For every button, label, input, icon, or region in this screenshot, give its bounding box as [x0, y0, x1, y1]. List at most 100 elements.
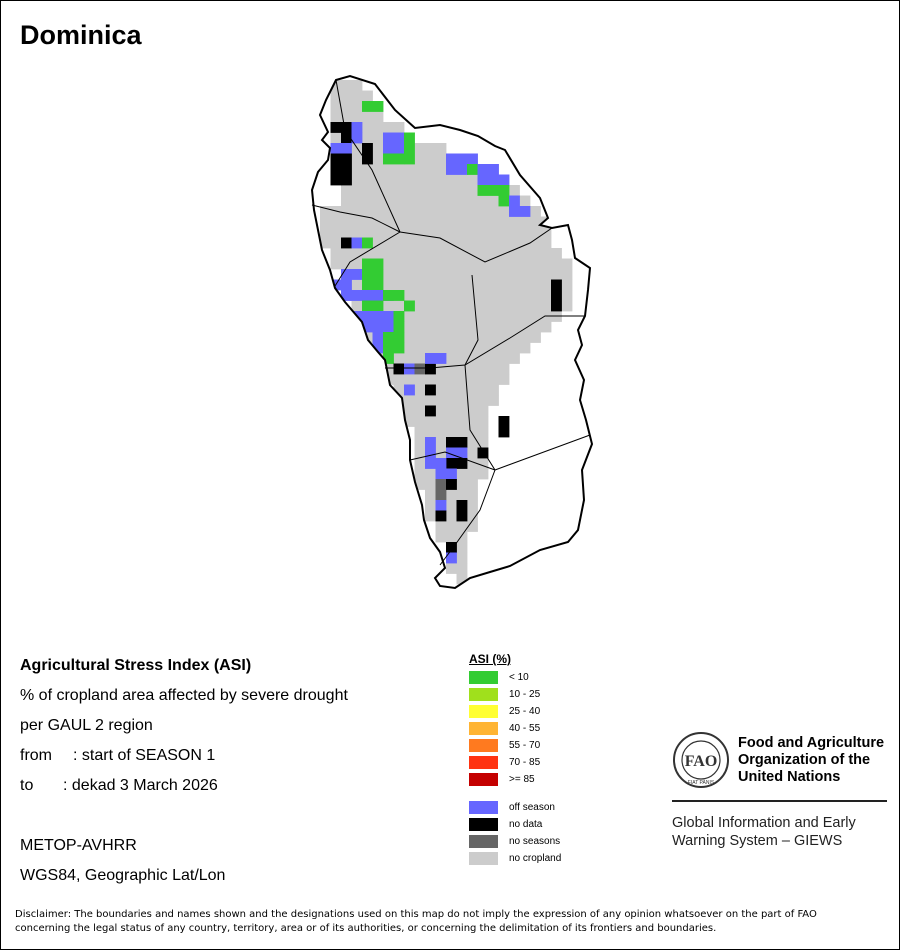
- map-pixel: [425, 384, 436, 396]
- map-pixel: [425, 500, 478, 511]
- legend-item: >= 85: [469, 773, 535, 786]
- legend-item: off season: [469, 801, 555, 814]
- map-pixel: [477, 164, 499, 186]
- legend-swatch: [469, 835, 498, 848]
- fao-name-line: United Nations: [738, 769, 841, 785]
- map-pixel: [383, 374, 510, 385]
- map-title: Dominica: [20, 20, 142, 50]
- legend-swatch: [469, 705, 498, 718]
- map-pixel: [446, 164, 468, 175]
- to-value: : dekad 3 March 2026: [63, 777, 218, 794]
- legend-swatch: [469, 671, 498, 684]
- legend-item: 55 - 70: [469, 739, 540, 752]
- map-pixel: [362, 101, 384, 112]
- legend-swatch: [469, 852, 498, 865]
- map-pixel: [330, 258, 573, 270]
- map-pixel: [320, 216, 552, 228]
- map-pixel: [351, 311, 562, 322]
- map-pixel: [320, 227, 552, 238]
- map-pixel: [435, 353, 447, 364]
- coastline: [310, 74, 594, 590]
- map-pixel: [393, 363, 405, 375]
- map-pixel: [383, 153, 405, 165]
- map-pixel: [362, 143, 373, 165]
- map-pixel: [330, 143, 352, 154]
- divider: [672, 800, 887, 802]
- disclaimer: Disclaimer: The boundaries and names sho…: [15, 909, 817, 934]
- map-pixel: [351, 300, 573, 312]
- map-pixel: [362, 321, 394, 333]
- map-pixel: [435, 468, 447, 480]
- map-pixel: [372, 342, 531, 354]
- map-pixel: [330, 132, 415, 144]
- map-pixel: [341, 237, 352, 249]
- to-label: to: [20, 777, 34, 794]
- map-pixel: [456, 500, 468, 522]
- index-title: Agricultural Stress Index (ASI): [20, 657, 252, 674]
- map-pixel: [330, 122, 405, 133]
- map-pixel: [341, 269, 363, 280]
- legend-item: 70 - 85: [469, 756, 540, 769]
- legend-swatch: [469, 756, 498, 769]
- map-pixel: [425, 363, 436, 375]
- giews-line: Global Information and Early: [672, 815, 856, 831]
- map-pixel: [498, 174, 510, 186]
- legend-item: no data: [469, 818, 542, 831]
- map-pixel: [435, 500, 447, 511]
- map-pixel: [330, 153, 342, 186]
- map-pixel: [425, 510, 478, 522]
- legend-item: 10 - 25: [469, 688, 540, 701]
- map-pixel: [362, 290, 394, 301]
- map-pixel: [330, 80, 363, 91]
- map-pixel: [372, 332, 384, 354]
- map-pixel: [477, 447, 489, 459]
- legend-label: no cropland: [509, 853, 562, 864]
- map-pixel: [383, 290, 405, 301]
- fao-logo-icon: FAO FIAT PANIS: [673, 732, 729, 788]
- svg-text:FIAT PANIS: FIAT PANIS: [688, 780, 715, 786]
- region-level: per GAUL 2 region: [20, 717, 153, 734]
- legend-label: 25 - 40: [509, 706, 541, 717]
- fao-name-line: Food and Agriculture: [738, 735, 885, 751]
- projection-name: WGS84, Geographic Lat/Lon: [20, 867, 226, 884]
- map-pixel: [425, 458, 447, 469]
- map-pixel: [362, 321, 552, 333]
- giews-name: Global Information and Early Warning Sys…: [672, 814, 856, 850]
- map-pixel: [446, 552, 457, 564]
- map-pixel: [341, 290, 363, 301]
- map-pixel: [467, 164, 478, 175]
- map-pixel: [498, 195, 510, 207]
- map-pixel: [435, 521, 478, 532]
- map-pixel: [446, 479, 457, 490]
- map-pixel: [351, 122, 363, 133]
- map-pixel: [393, 384, 499, 396]
- map-pixel: [404, 363, 415, 375]
- map-pixel: [383, 132, 405, 144]
- from-value: : start of SEASON 1: [73, 747, 216, 764]
- map-pixel: [509, 206, 531, 217]
- index-description: % of cropland area affected by severe dr…: [20, 687, 348, 704]
- legend-label: no data: [509, 819, 543, 830]
- legend-label: no seasons: [509, 836, 561, 847]
- map-pixel: [404, 132, 415, 165]
- legend-label: 40 - 55: [509, 723, 541, 734]
- map-pixel: [383, 342, 405, 354]
- legend-item: no cropland: [469, 852, 561, 865]
- map-pixel: [362, 258, 384, 270]
- map-pixel: [456, 573, 468, 585]
- map-pixel: [404, 300, 415, 312]
- map-pixel: [425, 353, 436, 364]
- map-pixel: [414, 426, 489, 438]
- giews-line: Warning System – GIEWS: [672, 833, 843, 849]
- map-pixel: [362, 300, 384, 312]
- map-pixel: [383, 332, 405, 343]
- map-pixel: [404, 384, 415, 396]
- legend-item: 25 - 40: [469, 705, 540, 718]
- map-pixel: [320, 206, 541, 217]
- sensor-name: METOP-AVHRR: [20, 837, 137, 854]
- map-pixel: [446, 458, 468, 469]
- map-pixel: [498, 416, 510, 438]
- map-pixel: [551, 279, 562, 312]
- legend-item: no seasons: [469, 835, 560, 848]
- map-pixel: [341, 132, 352, 144]
